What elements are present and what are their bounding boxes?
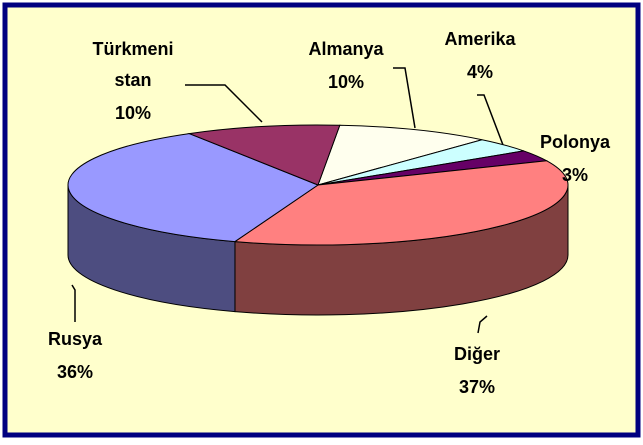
slice-name-line: Türkmeni — [92, 39, 173, 59]
slice-name: Polonya — [540, 132, 611, 152]
slice-label: Diğer 37% — [454, 344, 500, 397]
slice-name: Diğer — [454, 344, 500, 364]
slice-label: Rusya 36% — [48, 329, 103, 382]
slice-name: Türkmeni stan — [92, 39, 173, 90]
slice-label: Polonya 3% — [540, 132, 611, 185]
slice-name-line: Polonya — [540, 132, 611, 152]
leader-line — [477, 94, 504, 146]
slice-name-line: Diğer — [454, 344, 500, 364]
slice-name-line: Almanya — [308, 39, 384, 59]
slice-value: 10% — [115, 103, 151, 123]
slice-value: 37% — [459, 377, 495, 397]
leader-line — [477, 315, 488, 334]
slice-value: 3% — [562, 165, 588, 185]
slice-value: 10% — [328, 72, 364, 92]
slice-label: Almanya 10% — [308, 39, 384, 92]
slice-value: 36% — [57, 362, 93, 382]
pie-slice — [317, 124, 483, 186]
slice-name-line: Amerika — [444, 29, 516, 49]
slice-name: Almanya — [308, 39, 384, 59]
slice-name: Amerika — [444, 29, 516, 49]
leader-lines — [71, 67, 504, 334]
leader-line — [393, 67, 416, 129]
pie-slice — [233, 160, 569, 246]
slice-value: 4% — [467, 62, 493, 82]
leader-line — [71, 284, 76, 322]
slice-label: Türkmeni stan 10% — [92, 39, 173, 123]
pie-slice — [187, 124, 341, 186]
pie-tops — [67, 124, 569, 246]
leader-line — [185, 84, 263, 123]
slice-label: Amerika 4% — [444, 29, 516, 82]
slice-name: Rusya — [48, 329, 103, 349]
slice-name-line: Rusya — [48, 329, 103, 349]
slice-name-line: stan — [114, 70, 151, 90]
